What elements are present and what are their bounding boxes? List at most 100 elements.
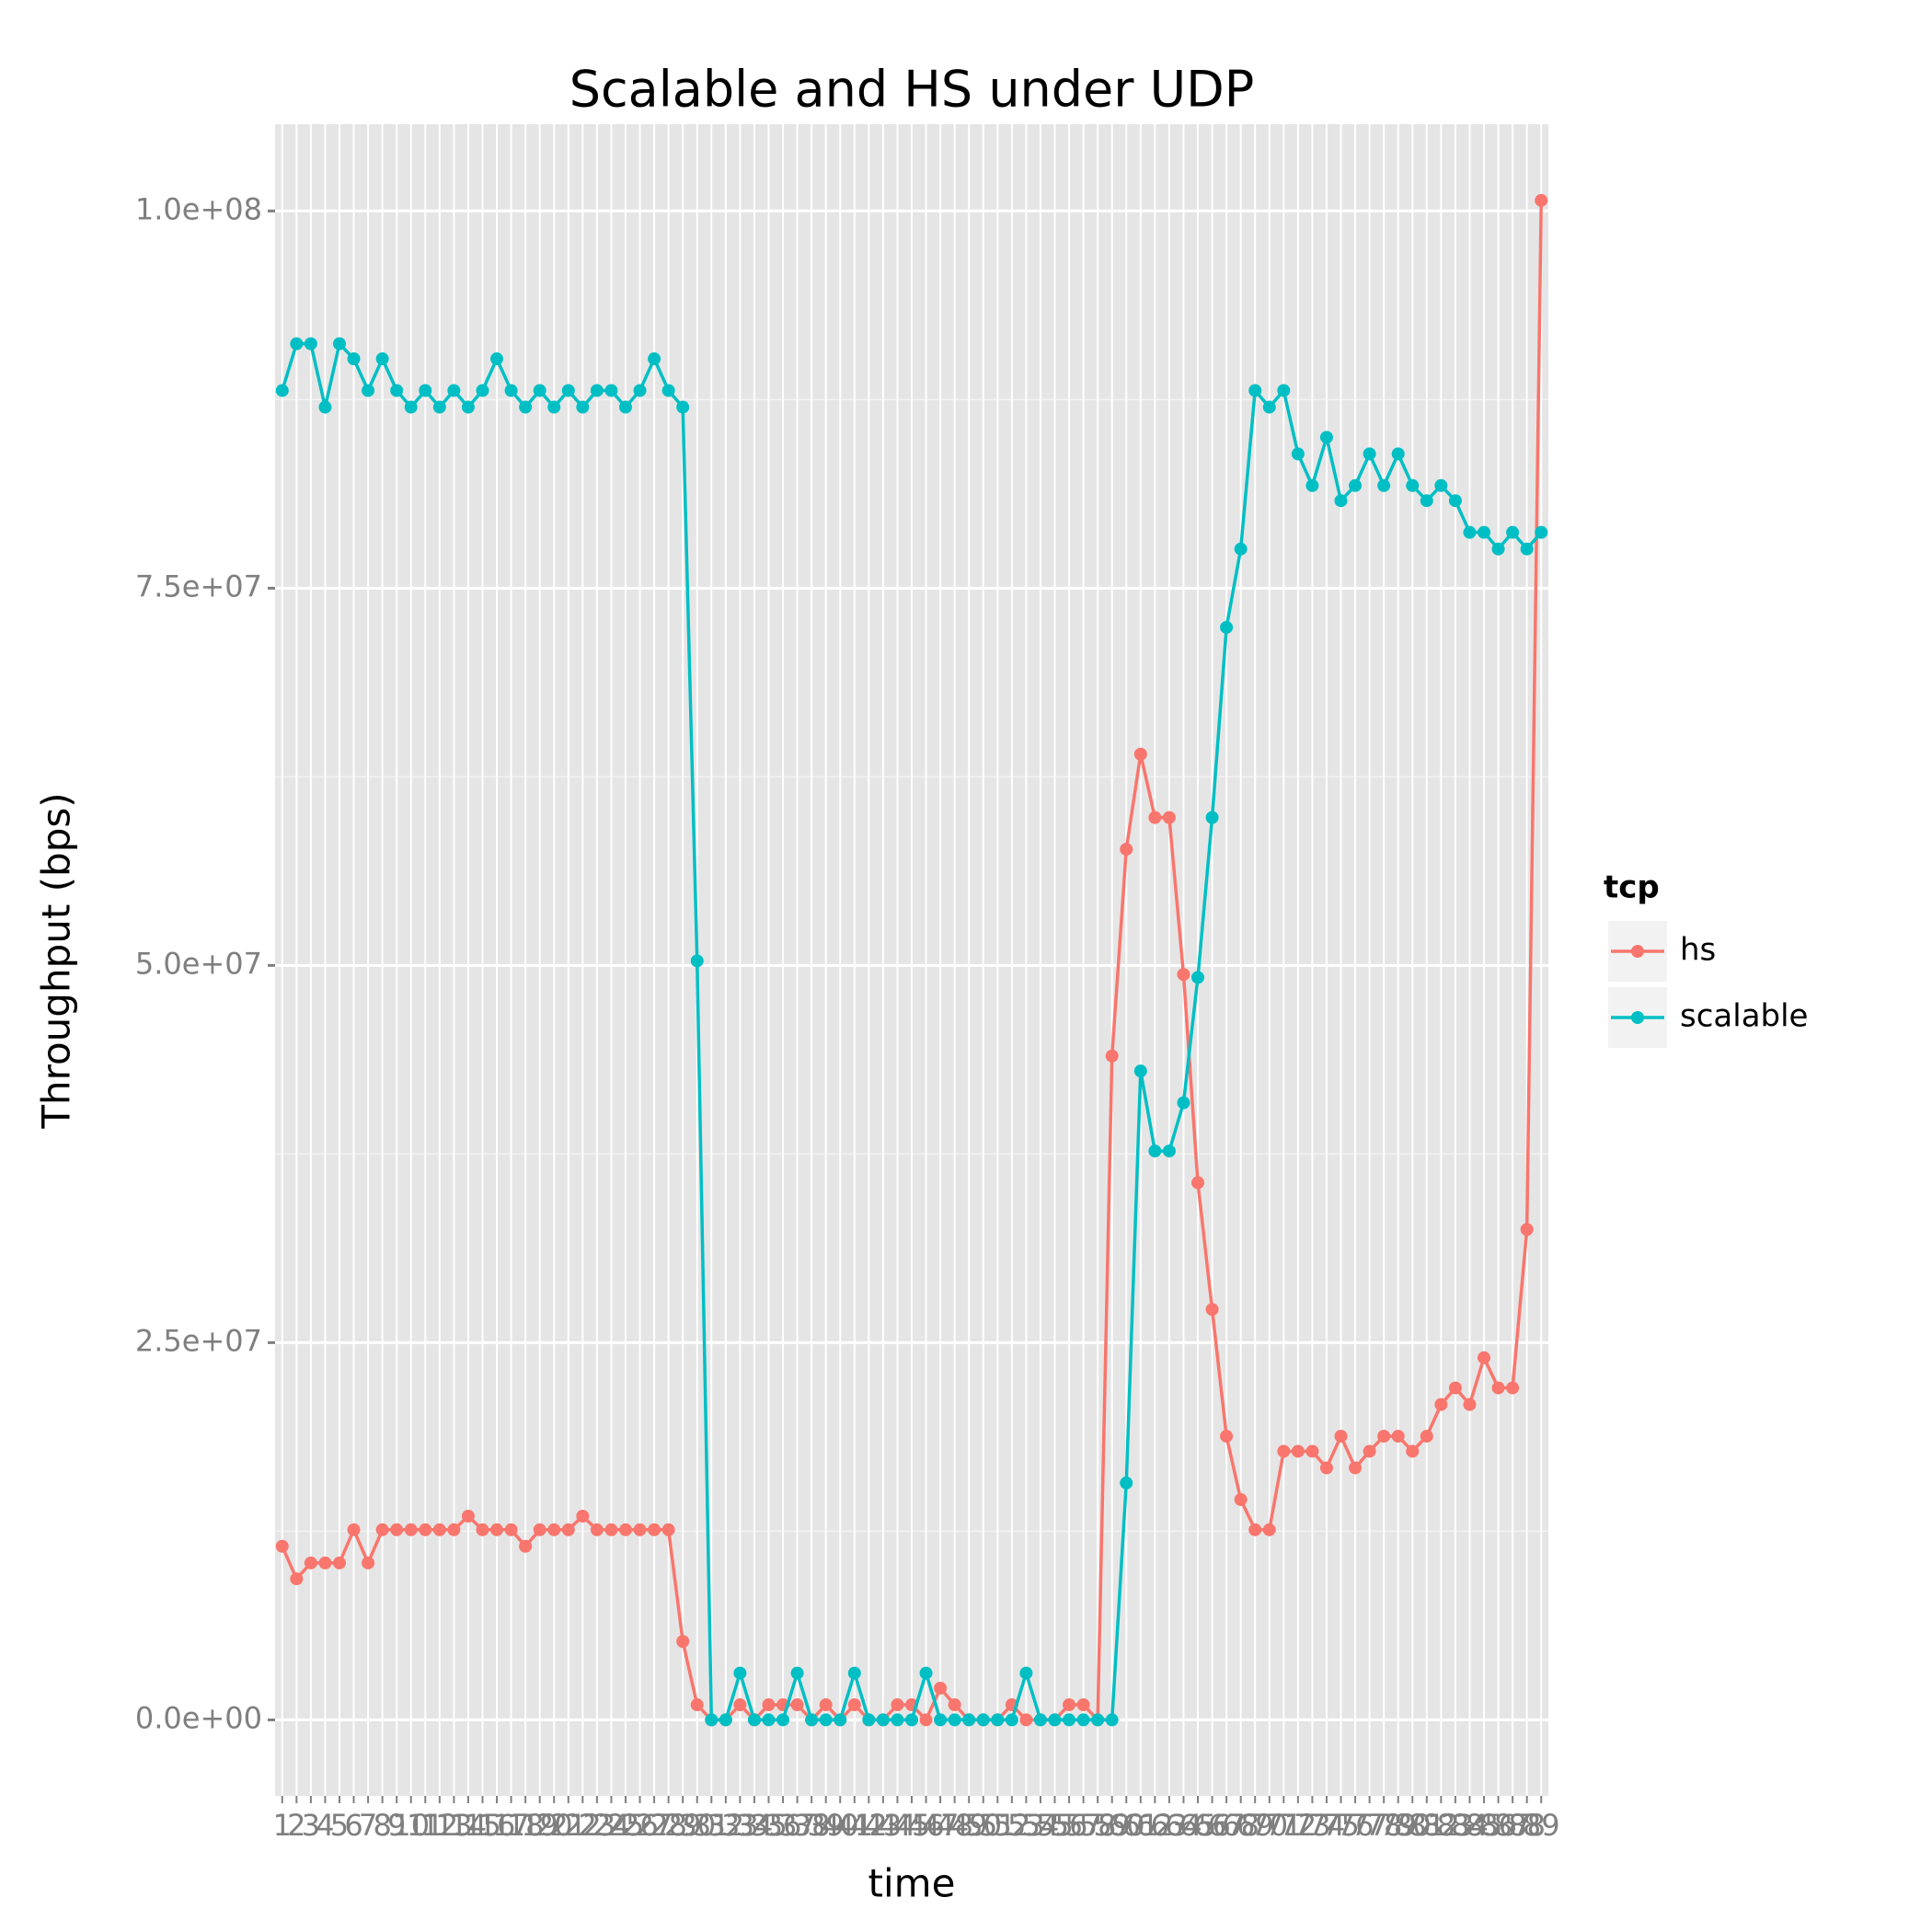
x-tick-label: 20 bbox=[535, 1808, 573, 1843]
x-tick-label: 67 bbox=[1208, 1808, 1246, 1843]
data-point bbox=[1463, 525, 1477, 539]
data-point bbox=[533, 384, 546, 397]
data-point bbox=[1434, 1397, 1448, 1411]
data-point bbox=[1377, 1430, 1391, 1443]
data-point bbox=[661, 384, 675, 397]
data-point bbox=[347, 352, 361, 366]
x-tick-label: 23 bbox=[579, 1808, 616, 1843]
x-tick-label: 55 bbox=[1036, 1808, 1074, 1843]
data-point bbox=[1120, 843, 1133, 857]
x-tick-label: 4 bbox=[316, 1808, 334, 1843]
data-point bbox=[1220, 1430, 1234, 1443]
data-point bbox=[762, 1698, 776, 1712]
data-point bbox=[561, 384, 575, 397]
data-point bbox=[1334, 1430, 1348, 1443]
x-tick-label: 16 bbox=[478, 1808, 516, 1843]
data-point bbox=[1105, 1049, 1119, 1063]
x-tick-label: 75 bbox=[1322, 1808, 1360, 1843]
data-point bbox=[1478, 525, 1491, 539]
data-point bbox=[919, 1713, 933, 1727]
data-point bbox=[1177, 1096, 1190, 1110]
x-tick-label: 26 bbox=[621, 1808, 659, 1843]
x-tick-label: 47 bbox=[922, 1808, 960, 1843]
data-point bbox=[347, 1523, 361, 1536]
data-point bbox=[362, 384, 375, 397]
data-point bbox=[1148, 811, 1162, 824]
data-point bbox=[332, 337, 346, 351]
data-point bbox=[819, 1713, 833, 1727]
data-point bbox=[618, 400, 632, 414]
data-point bbox=[1162, 1144, 1176, 1158]
data-point bbox=[519, 400, 533, 414]
data-point bbox=[847, 1666, 861, 1680]
chart-title: Scalable and HS under UDP bbox=[569, 61, 1255, 119]
x-tick-label: 12 bbox=[420, 1808, 458, 1843]
data-point bbox=[1305, 1444, 1319, 1458]
data-point bbox=[1448, 1381, 1462, 1395]
x-tick-label: 62 bbox=[1136, 1808, 1174, 1843]
x-tick-label: 31 bbox=[693, 1808, 730, 1843]
data-point bbox=[576, 1510, 590, 1524]
data-point bbox=[876, 1713, 890, 1727]
x-tick-label: 21 bbox=[549, 1808, 587, 1843]
data-point bbox=[1220, 620, 1234, 634]
x-tick-label: 63 bbox=[1151, 1808, 1189, 1843]
data-point bbox=[375, 1523, 389, 1536]
data-point bbox=[318, 1556, 332, 1570]
data-point bbox=[1005, 1713, 1018, 1727]
data-point bbox=[362, 1556, 375, 1570]
x-tick-label: 81 bbox=[1408, 1808, 1445, 1843]
x-tick-label: 33 bbox=[721, 1808, 759, 1843]
data-point bbox=[1520, 542, 1534, 556]
data-point bbox=[1291, 1444, 1305, 1458]
x-tick-label: 87 bbox=[1494, 1808, 1532, 1843]
data-point bbox=[1262, 400, 1276, 414]
x-tick-label: 66 bbox=[1193, 1808, 1231, 1843]
data-point bbox=[891, 1713, 904, 1727]
data-point bbox=[1277, 1444, 1291, 1458]
data-point bbox=[1391, 1430, 1405, 1443]
x-tick-label: 73 bbox=[1294, 1808, 1331, 1843]
data-point bbox=[1291, 447, 1305, 461]
data-point bbox=[762, 1713, 776, 1727]
x-tick-label: 77 bbox=[1351, 1808, 1388, 1843]
x-tick-label: 53 bbox=[1007, 1808, 1045, 1843]
data-point bbox=[304, 337, 317, 351]
data-point bbox=[1120, 1476, 1133, 1489]
data-point bbox=[1420, 1430, 1433, 1443]
data-point bbox=[1506, 1381, 1520, 1395]
data-point bbox=[648, 352, 661, 366]
data-point bbox=[504, 1523, 518, 1536]
x-tick-label: 42 bbox=[850, 1808, 888, 1843]
data-point bbox=[1535, 193, 1548, 207]
data-point bbox=[934, 1713, 948, 1727]
data-point bbox=[1391, 447, 1405, 461]
data-point bbox=[461, 400, 475, 414]
x-tick-label: 43 bbox=[865, 1808, 903, 1843]
data-point bbox=[1262, 1523, 1276, 1536]
data-point bbox=[1491, 542, 1505, 556]
x-tick-label: 69 bbox=[1236, 1808, 1274, 1843]
y-tick-label: 2.5e+07 bbox=[135, 1323, 262, 1358]
data-point bbox=[461, 1510, 475, 1524]
data-point bbox=[1019, 1713, 1033, 1727]
data-point bbox=[1091, 1713, 1105, 1727]
legend-point bbox=[1631, 1011, 1644, 1024]
data-point bbox=[790, 1698, 804, 1712]
x-tick-label: 8 bbox=[373, 1808, 391, 1843]
data-point bbox=[419, 384, 432, 397]
x-tick-label: 82 bbox=[1422, 1808, 1460, 1843]
data-point bbox=[676, 1635, 690, 1649]
x-tick-label: 61 bbox=[1121, 1808, 1159, 1843]
data-point bbox=[834, 1713, 847, 1727]
data-point bbox=[847, 1698, 861, 1712]
x-tick-label: 27 bbox=[636, 1808, 673, 1843]
data-point bbox=[1478, 1351, 1491, 1364]
x-tick-label: 37 bbox=[778, 1808, 816, 1843]
x-tick-label: 89 bbox=[1523, 1808, 1560, 1843]
data-point bbox=[618, 1523, 632, 1536]
x-tick-label: 40 bbox=[822, 1808, 859, 1843]
x-tick-label: 85 bbox=[1466, 1808, 1503, 1843]
data-point bbox=[1491, 1381, 1505, 1395]
data-point bbox=[1205, 1303, 1219, 1317]
